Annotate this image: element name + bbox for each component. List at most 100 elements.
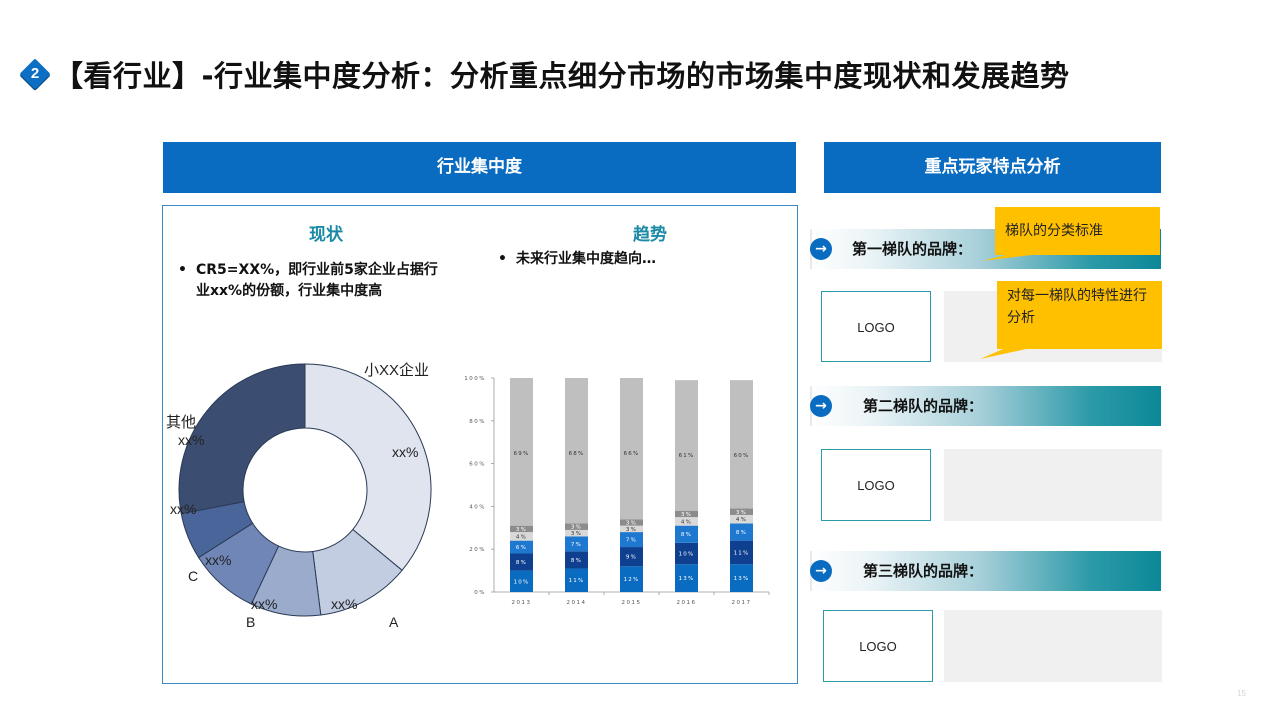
- y-tick-label: 100%: [464, 376, 486, 382]
- status-bullet-line1: CR5=XX%，即行业前5家企业占据行: [196, 262, 438, 278]
- x-tick-label: 2013: [512, 600, 532, 606]
- bar-data-label: 4%: [736, 517, 747, 523]
- page-number: 15: [1237, 689, 1246, 698]
- bar-segment: [730, 514, 753, 524]
- tier-2-bar: → 第二梯队的品牌：: [810, 386, 1161, 426]
- bar-segment: [510, 553, 533, 571]
- y-tick-label: 0%: [474, 590, 486, 596]
- bar-data-label: 60%: [734, 453, 750, 459]
- label-other: 其他: [166, 414, 197, 431]
- bar-segment: [510, 570, 533, 592]
- bar-data-label: 69%: [514, 451, 530, 457]
- x-tick-label: 2017: [732, 600, 752, 606]
- bar-data-label: 10%: [679, 551, 695, 557]
- bar-data-label: 3%: [571, 531, 582, 537]
- bar-data-label: 12%: [624, 577, 640, 583]
- criteria-callout: 梯队的分类标准: [995, 207, 1160, 255]
- bar-segment: [675, 510, 698, 518]
- bar-segment: [620, 378, 643, 520]
- criteria-callout-tail: [982, 254, 1040, 261]
- tier-3-logo: LOGO: [823, 610, 933, 682]
- bar-data-label: 3%: [736, 510, 747, 516]
- bar-data-label: 6%: [516, 545, 527, 551]
- industry-concentration-header: 行业集中度: [163, 142, 796, 193]
- bar-data-label: 3%: [681, 512, 692, 518]
- bar-data-label: 8%: [516, 560, 527, 566]
- bar-segment: [675, 517, 698, 526]
- bar-segment: [510, 378, 533, 526]
- callout-tails: [980, 254, 1040, 359]
- label-a: A: [389, 614, 399, 630]
- tier-2-logo: LOGO: [821, 449, 931, 521]
- concentration-panel: [162, 205, 798, 684]
- value-b: xx%: [251, 596, 278, 612]
- bar-data-label: 8%: [736, 530, 747, 536]
- analysis-callout-tail: [980, 346, 1040, 359]
- bar-segment: [565, 529, 588, 537]
- tier-3-description-box: [944, 610, 1162, 682]
- donut-slice: [304, 363, 432, 572]
- value-a: xx%: [331, 596, 358, 612]
- bar-segment: [620, 525, 643, 533]
- bar-data-label: 11%: [569, 578, 585, 584]
- y-tick-label: 20%: [469, 547, 486, 553]
- bullet-dot: •: [498, 251, 507, 267]
- title-row: 2 【看行业】-行业集中度分析：分析重点细分市场的市场集中度现状和发展趋势: [19, 44, 1070, 104]
- x-tick-label: 2016: [677, 600, 697, 606]
- concentration-donut-chart: [178, 363, 432, 617]
- bar-data-label: 4%: [516, 534, 527, 540]
- bar-data-label: 8%: [681, 532, 692, 538]
- bar-segment: [730, 380, 753, 509]
- value-d: xx%: [170, 501, 197, 517]
- tier-2-label: 第二梯队的品牌：: [863, 397, 984, 415]
- x-tick-label: 2015: [622, 600, 642, 606]
- x-tick-label: 2014: [567, 600, 587, 606]
- bar-segment: [675, 542, 698, 565]
- y-tick-label: 60%: [469, 462, 486, 468]
- y-tick-label: 80%: [469, 419, 486, 425]
- bar-segment: [620, 566, 643, 592]
- bar-data-label: 3%: [626, 527, 637, 533]
- trend-bullet: • 未来行业集中度趋向…: [498, 249, 778, 270]
- bar-data-label: 13%: [679, 576, 695, 582]
- bar-data-label: 61%: [679, 453, 695, 459]
- bar-data-label: 10%: [514, 579, 530, 585]
- bar-segment: [620, 547, 643, 567]
- label-b: B: [246, 614, 256, 630]
- arrow-right-icon: →: [810, 560, 832, 582]
- value-c: xx%: [205, 552, 232, 568]
- bar-segment: [730, 523, 753, 541]
- key-players-header: 重点玩家特点分析: [824, 142, 1161, 193]
- bar-segment: [730, 508, 753, 515]
- bar-segment: [620, 532, 643, 548]
- status-bullet: • CR5=XX%，即行业前5家企业占据行 业xx%的份额，行业集中度高: [178, 260, 478, 302]
- concentration-trend-bar-chart: 0%20%40%60%80%100%10%8%6%4%3%69%201311%8…: [464, 376, 770, 606]
- bar-data-label: 3%: [626, 520, 637, 526]
- bar-data-label: 13%: [734, 576, 750, 582]
- y-tick-label: 40%: [469, 504, 486, 510]
- bar-data-label: 3%: [571, 525, 582, 531]
- bar-segment: [565, 523, 588, 530]
- bar-segment: [730, 540, 753, 565]
- bar-data-label: 7%: [571, 542, 582, 548]
- bullet-dot: •: [178, 262, 187, 278]
- bar-data-label: 66%: [624, 451, 640, 457]
- bar-segment: [565, 551, 588, 569]
- tier-3-label: 第三梯队的品牌：: [863, 562, 984, 580]
- arrow-right-icon: →: [810, 395, 832, 417]
- bar-data-label: 68%: [569, 451, 585, 457]
- bar-segment: [620, 519, 643, 526]
- bar-segment: [510, 540, 533, 554]
- bar-data-label: 7%: [626, 538, 637, 544]
- bar-segment: [565, 536, 588, 552]
- tier-1-logo: LOGO: [821, 291, 931, 362]
- bar-data-label: 11%: [734, 550, 750, 556]
- value-small-companies: xx%: [392, 444, 419, 460]
- bar-segment: [730, 564, 753, 592]
- tier-3-bar: → 第三梯队的品牌：: [810, 551, 1161, 591]
- section-number-badge: 2: [19, 58, 51, 90]
- trend-bullet-text: 未来行业集中度趋向…: [516, 251, 656, 267]
- bar-segment: [510, 525, 533, 533]
- page-title: 【看行业】-行业集中度分析：分析重点细分市场的市场集中度现状和发展趋势: [54, 59, 1070, 93]
- status-heading: 现状: [309, 225, 343, 245]
